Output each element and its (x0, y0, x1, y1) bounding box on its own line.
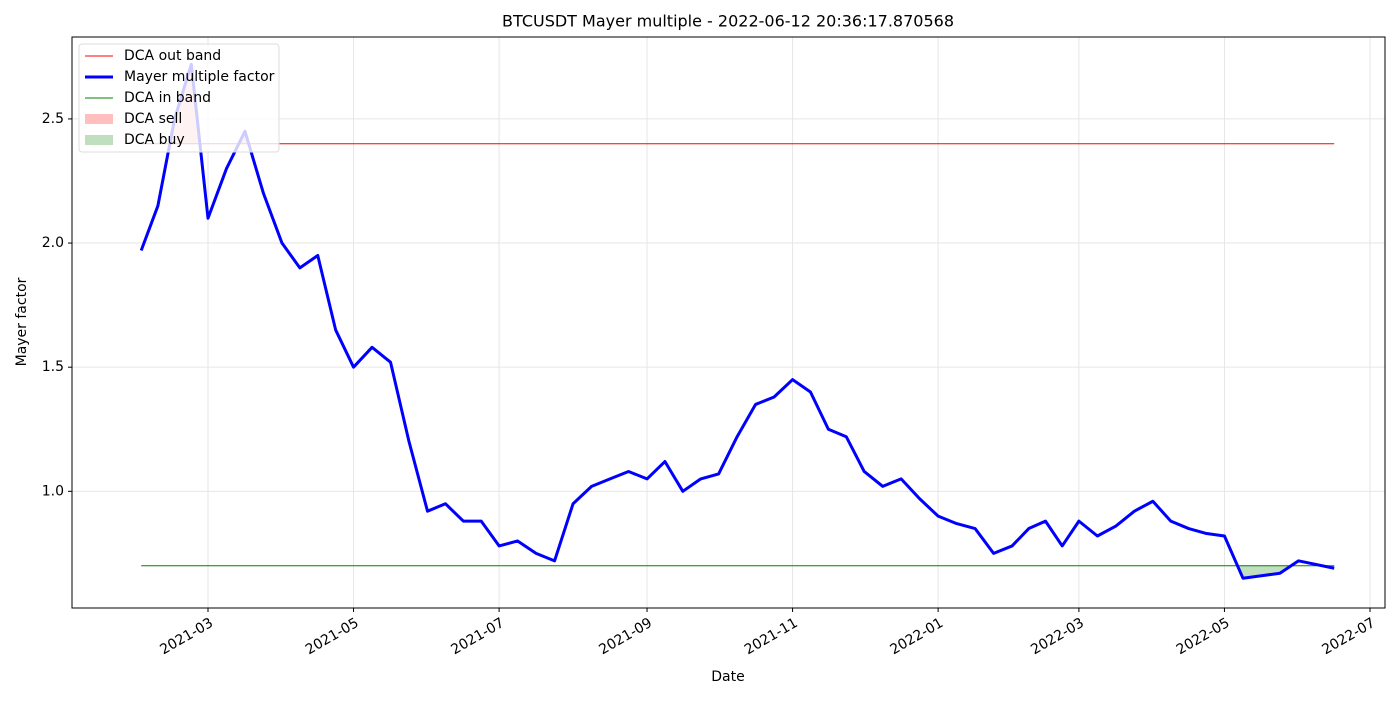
x-tick-label: 2021-05 (303, 615, 362, 658)
x-tick-label: 2022-05 (1174, 615, 1233, 658)
legend-label: DCA out band (124, 48, 221, 64)
y-tick-label: 1.5 (42, 359, 64, 375)
legend-label: DCA buy (124, 132, 185, 148)
buy-area (141, 565, 1335, 579)
x-tick-label: 2021-07 (448, 615, 507, 658)
plot-frame (71, 36, 1386, 609)
x-tick-label: 2022-03 (1028, 615, 1087, 658)
x-tick-label: 2022-01 (887, 615, 946, 658)
legend-label: DCA in band (124, 90, 211, 106)
y-axis-label: Mayer factor (14, 277, 30, 366)
legend: DCA out band Mayer multiple factor DCA in … (78, 43, 280, 153)
line (139, 62, 1335, 580)
legend-label: DCA sell (124, 111, 182, 127)
sell-area (141, 64, 1335, 144)
x-tick-label: 2021-03 (157, 615, 216, 658)
chart-title: BTCUSDT Mayer multiple - 2022-06-12 20:3… (502, 12, 954, 31)
legend-box (78, 43, 280, 153)
legend-label: Mayer multiple factor (124, 69, 275, 85)
x-tick-label: 2022-07 (1319, 615, 1378, 658)
legend-handle (85, 135, 113, 145)
y-tick-label: 1.0 (42, 483, 64, 499)
x-tick-label: 2021-09 (596, 615, 655, 658)
legend-handle (85, 114, 113, 124)
y-tick-label: 2.0 (42, 235, 64, 251)
x-tick-label: 2021-11 (742, 615, 801, 658)
y-tick-label: 2.5 (42, 111, 64, 127)
x-axis-label: Date (711, 669, 744, 685)
